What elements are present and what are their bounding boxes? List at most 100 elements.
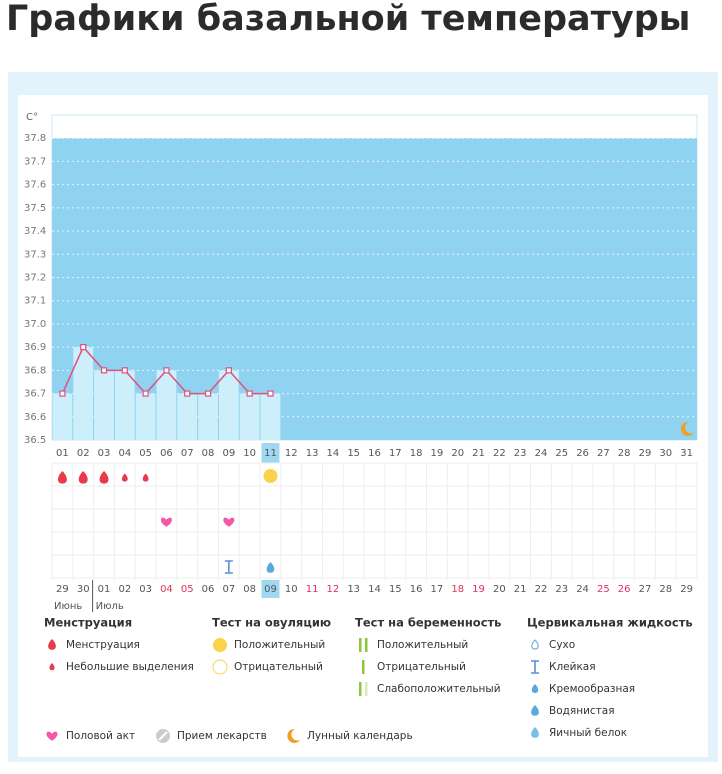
selected-day — [261, 443, 280, 463]
temperature-point — [184, 390, 191, 397]
y-tick-label: 36.6 — [24, 412, 46, 423]
temperature-bar — [218, 370, 239, 440]
legend-icon — [49, 663, 55, 671]
y-tick-label: 37.1 — [24, 296, 46, 307]
temperature-bar — [135, 393, 156, 440]
temperature-point — [204, 390, 212, 397]
sticky-mark — [224, 560, 233, 574]
date-label: 29 — [56, 584, 69, 595]
intercourse-mark — [223, 517, 235, 527]
date-label: 10 — [285, 584, 298, 595]
x-tick-label: 19 — [431, 448, 444, 459]
x-tick-label: 31 — [680, 448, 693, 459]
x-tick-label: 26 — [576, 448, 589, 459]
menstruation-mark — [57, 471, 67, 484]
legend-icon — [362, 660, 365, 674]
legend-icon — [287, 728, 300, 743]
date-label: 04 — [160, 584, 173, 595]
legend-item: Лунный календарь — [307, 730, 413, 742]
y-tick-label: 37.5 — [24, 203, 46, 214]
x-tick-label: 04 — [118, 448, 131, 459]
date-label: 24 — [576, 584, 589, 595]
y-tick-label: 37.0 — [24, 319, 46, 330]
x-tick-label: 07 — [181, 448, 194, 459]
temperature-bar — [114, 370, 135, 440]
intercourse-mark — [160, 517, 172, 527]
legend-item: Водянистая — [549, 705, 615, 717]
x-tick-label: 03 — [98, 448, 111, 459]
x-tick-label: 27 — [597, 448, 610, 459]
month-label: Июль — [96, 601, 124, 612]
x-tick-label: 13 — [306, 448, 319, 459]
moon-mark — [680, 421, 694, 436]
x-tick-label: 16 — [368, 448, 381, 459]
x-tick-label: 30 — [659, 448, 672, 459]
x-tick-label: 22 — [493, 448, 506, 459]
legend-icon — [359, 682, 362, 696]
date-label: 12 — [327, 584, 340, 595]
legend-item: Половой акт — [66, 730, 135, 742]
x-tick-label: 12 — [285, 448, 298, 459]
date-label: 21 — [514, 584, 527, 595]
date-label: 27 — [639, 584, 652, 595]
temperature-bar — [198, 393, 218, 440]
legend-item: Положительный — [234, 639, 325, 651]
legend-item: Положительный — [377, 639, 468, 651]
temperature-point — [59, 390, 66, 397]
x-tick-label: 29 — [639, 448, 652, 459]
x-tick-label: 24 — [535, 448, 548, 459]
legend-icon — [212, 659, 228, 675]
temperature-point — [100, 367, 108, 374]
y-tick-label: 37.8 — [24, 133, 46, 144]
x-tick-label: 14 — [327, 448, 340, 459]
temperature-point — [267, 390, 274, 397]
date-label: 20 — [493, 584, 506, 595]
date-label: 01 — [98, 584, 111, 595]
legend-icon — [531, 727, 539, 738]
date-label: 02 — [118, 584, 131, 595]
x-tick-label: 21 — [472, 448, 485, 459]
date-label: 28 — [659, 584, 672, 595]
date-label: 19 — [472, 584, 485, 595]
y-tick-label: 37.7 — [24, 156, 46, 167]
y-tick-label: 36.9 — [24, 342, 46, 353]
legend-item: Отрицательный — [234, 661, 323, 673]
date-label: 13 — [347, 584, 360, 595]
legend-icon — [359, 638, 362, 652]
legend-panel — [18, 613, 708, 757]
ovulation-mark — [263, 469, 278, 483]
temperature-point — [225, 367, 232, 374]
legend-icon — [531, 660, 539, 674]
legend-icon — [48, 639, 56, 650]
legend-section-title: Тест на овуляцию — [212, 616, 331, 630]
y-tick-label: 37.3 — [24, 249, 46, 260]
y-tick-label: 37.4 — [24, 226, 46, 237]
temperature-point — [80, 344, 87, 351]
legend-item: Прием лекарств — [177, 730, 267, 742]
temperature-bar — [94, 370, 114, 440]
temperature-point — [142, 390, 149, 397]
legend-section-title: Цервикальная жидкость — [527, 616, 693, 630]
legend-icon — [46, 731, 58, 741]
y-tick-label: 37.2 — [24, 273, 46, 284]
date-label: 29 — [680, 584, 693, 595]
date-label: 17 — [431, 584, 444, 595]
temperature-point — [163, 367, 170, 374]
x-tick-label: 08 — [202, 448, 215, 459]
x-tick-label: 15 — [347, 448, 360, 459]
temperature-point — [246, 390, 253, 397]
legend-item: Слабоположительный — [377, 683, 501, 695]
legend-icon — [213, 638, 227, 652]
x-tick-label: 02 — [77, 448, 90, 459]
date-label: 15 — [389, 584, 402, 595]
legend-item: Сухо — [549, 639, 575, 651]
legend-icon — [365, 682, 368, 696]
date-label: 07 — [222, 584, 235, 595]
x-tick-label: 05 — [139, 448, 152, 459]
date-label: 11 — [306, 584, 319, 595]
temperature-bar — [177, 393, 198, 440]
x-tick-label: 25 — [555, 448, 568, 459]
menstruation-mark — [78, 471, 88, 484]
legend-item: Кремообразная — [549, 683, 635, 695]
